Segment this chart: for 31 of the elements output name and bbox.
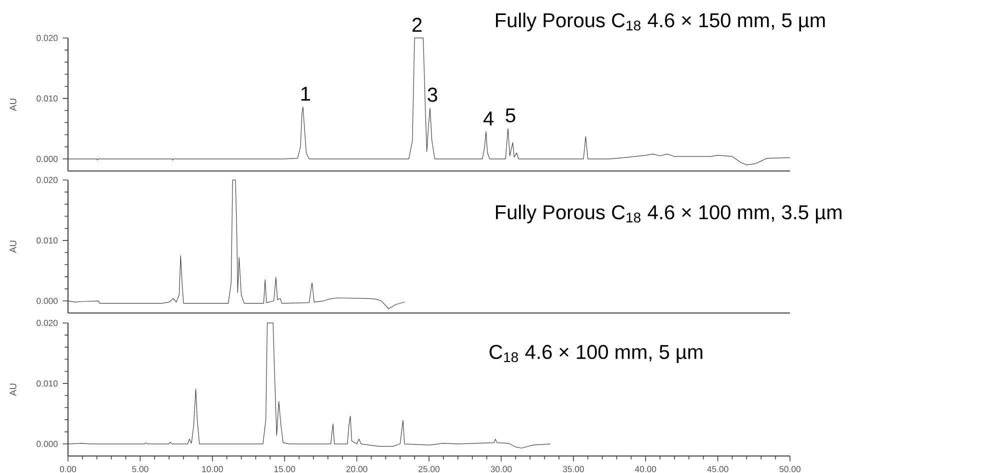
x-tick-label: 35.00 xyxy=(562,466,584,472)
y-tick-label: 0.020 xyxy=(36,320,58,326)
x-tick-label: 30.00 xyxy=(490,466,512,472)
x-tick-label: 25.00 xyxy=(418,466,440,472)
annotation: 2 xyxy=(412,18,422,32)
y-tick-label: 0.000 xyxy=(36,440,58,447)
x-tick-label: 0.00 xyxy=(60,466,76,472)
x-tick-label: 50.00 xyxy=(780,466,800,472)
annotation: 4 xyxy=(483,112,494,126)
x-tick-label: 45.00 xyxy=(707,466,728,472)
y-tick-label: 0.010 xyxy=(36,380,58,387)
y-axis-title: AU xyxy=(10,384,16,396)
text: Fully Porous C$_{18}$ 4.6 × 100 mm, 3.5 µm xyxy=(496,204,842,224)
y-tick-label: 0.000 xyxy=(36,156,58,162)
x-tick-label: 40.00 xyxy=(634,466,656,472)
y-tick-label: 0.020 xyxy=(36,34,58,42)
x-tick-label: 15.00 xyxy=(274,466,296,472)
y-tick-label: 0.010 xyxy=(36,237,58,244)
x-tick-label: 10.00 xyxy=(202,466,223,472)
y-axis-title: AU xyxy=(10,240,16,253)
y-tick-label: 0.010 xyxy=(36,95,58,102)
x-tick-label: 20.00 xyxy=(346,466,368,472)
y-axis-title: AU xyxy=(10,98,16,111)
y-tick-label: 0.020 xyxy=(36,176,58,184)
annotation: 3 xyxy=(428,88,438,102)
annotation: 1 xyxy=(301,86,310,101)
chart-title: Fully Porous C$_{18}$ 4.6 × 150 mm, 5 µm xyxy=(496,12,825,32)
text: C$_{18}$ 4.6 × 100 mm, 5 µm xyxy=(490,344,702,363)
y-tick-label: 0.000 xyxy=(36,298,58,304)
annotation: 5 xyxy=(506,108,516,122)
x-tick-label: 5.00 xyxy=(132,466,148,472)
